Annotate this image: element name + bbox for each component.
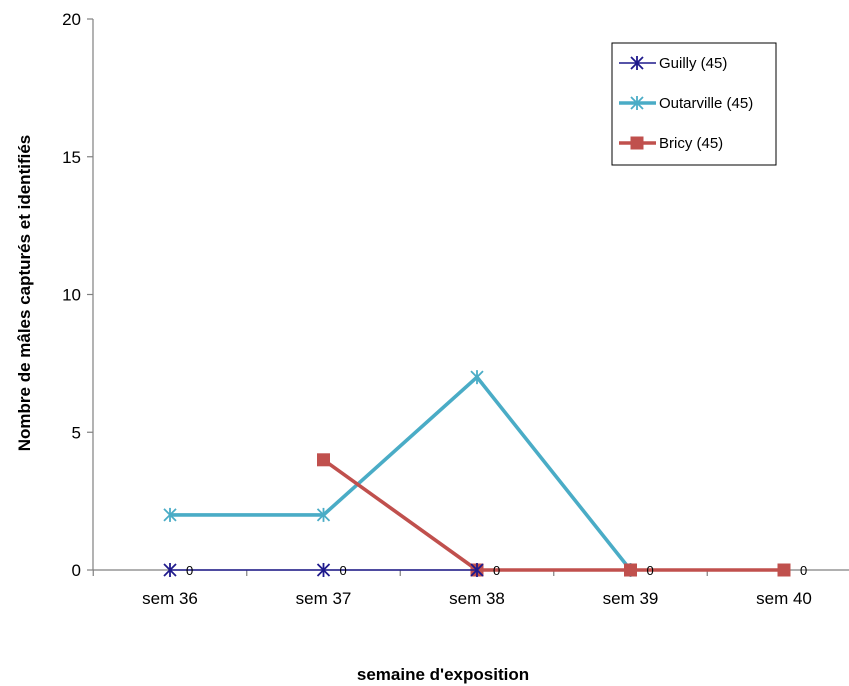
- x-tick-label: sem 39: [603, 589, 659, 608]
- x-ticks: sem 36 sem 37 sem 38 sem 39 sem 40: [92, 570, 812, 608]
- series-layer: [163, 370, 791, 577]
- x-tick-label: sem 36: [142, 589, 198, 608]
- x-tick-label: sem 37: [296, 589, 352, 608]
- series-guilly: [163, 563, 484, 577]
- legend: Guilly (45) Outarville (45) Bricy (45): [611, 42, 777, 166]
- y-ticks: 0 5 10 15 20: [62, 10, 93, 580]
- series-line: [322, 458, 784, 572]
- legend-label: Guilly (45): [659, 55, 727, 72]
- y-tick-label: 5: [72, 423, 81, 442]
- y-tick-label: 15: [62, 148, 81, 167]
- legend-label: Outarville (45): [659, 95, 753, 112]
- data-label: 0: [186, 563, 193, 578]
- data-point: [316, 563, 331, 577]
- data-point: [470, 370, 484, 385]
- data-label: 0: [647, 563, 654, 578]
- data-point: [163, 507, 177, 522]
- series-outarville: [163, 370, 638, 577]
- data-point: [470, 563, 484, 577]
- legend-item: Outarville (45): [619, 95, 753, 112]
- y-axis-title: Nombre de mâles capturés et identifiés: [15, 135, 34, 452]
- data-point: [624, 563, 637, 577]
- legend-marker: [630, 96, 644, 110]
- legend-marker: [630, 56, 644, 70]
- series-line: [170, 375, 632, 572]
- data-label: 0: [800, 563, 807, 578]
- data-label: 0: [493, 563, 500, 578]
- data-point: [317, 453, 330, 467]
- legend-item: Bricy (45): [619, 135, 723, 152]
- legend-label: Bricy (45): [659, 135, 723, 152]
- legend-marker: [630, 136, 644, 150]
- legend-item: Guilly (45): [619, 55, 727, 72]
- data-point: [163, 563, 177, 577]
- x-tick-label: sem 40: [756, 589, 812, 608]
- data-labels: 0 0 0 0 0: [186, 563, 807, 578]
- y-tick-label: 0: [72, 561, 81, 580]
- y-tick-label: 20: [62, 10, 81, 29]
- data-label: 0: [340, 563, 347, 578]
- x-tick-label: sem 38: [449, 589, 505, 608]
- data-point: [316, 507, 331, 522]
- y-tick-label: 10: [62, 286, 81, 305]
- x-axis-title: semaine d'exposition: [357, 665, 529, 684]
- data-point: [777, 563, 791, 577]
